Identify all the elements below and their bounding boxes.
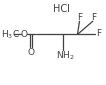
Text: F: F bbox=[77, 12, 82, 22]
Text: F: F bbox=[96, 29, 101, 39]
Text: H$_3$C: H$_3$C bbox=[1, 28, 20, 41]
Text: O: O bbox=[20, 30, 27, 39]
Text: O: O bbox=[28, 48, 35, 57]
Text: F: F bbox=[91, 12, 96, 22]
Text: NH$_2$: NH$_2$ bbox=[56, 49, 75, 62]
Text: HCl: HCl bbox=[53, 3, 70, 14]
